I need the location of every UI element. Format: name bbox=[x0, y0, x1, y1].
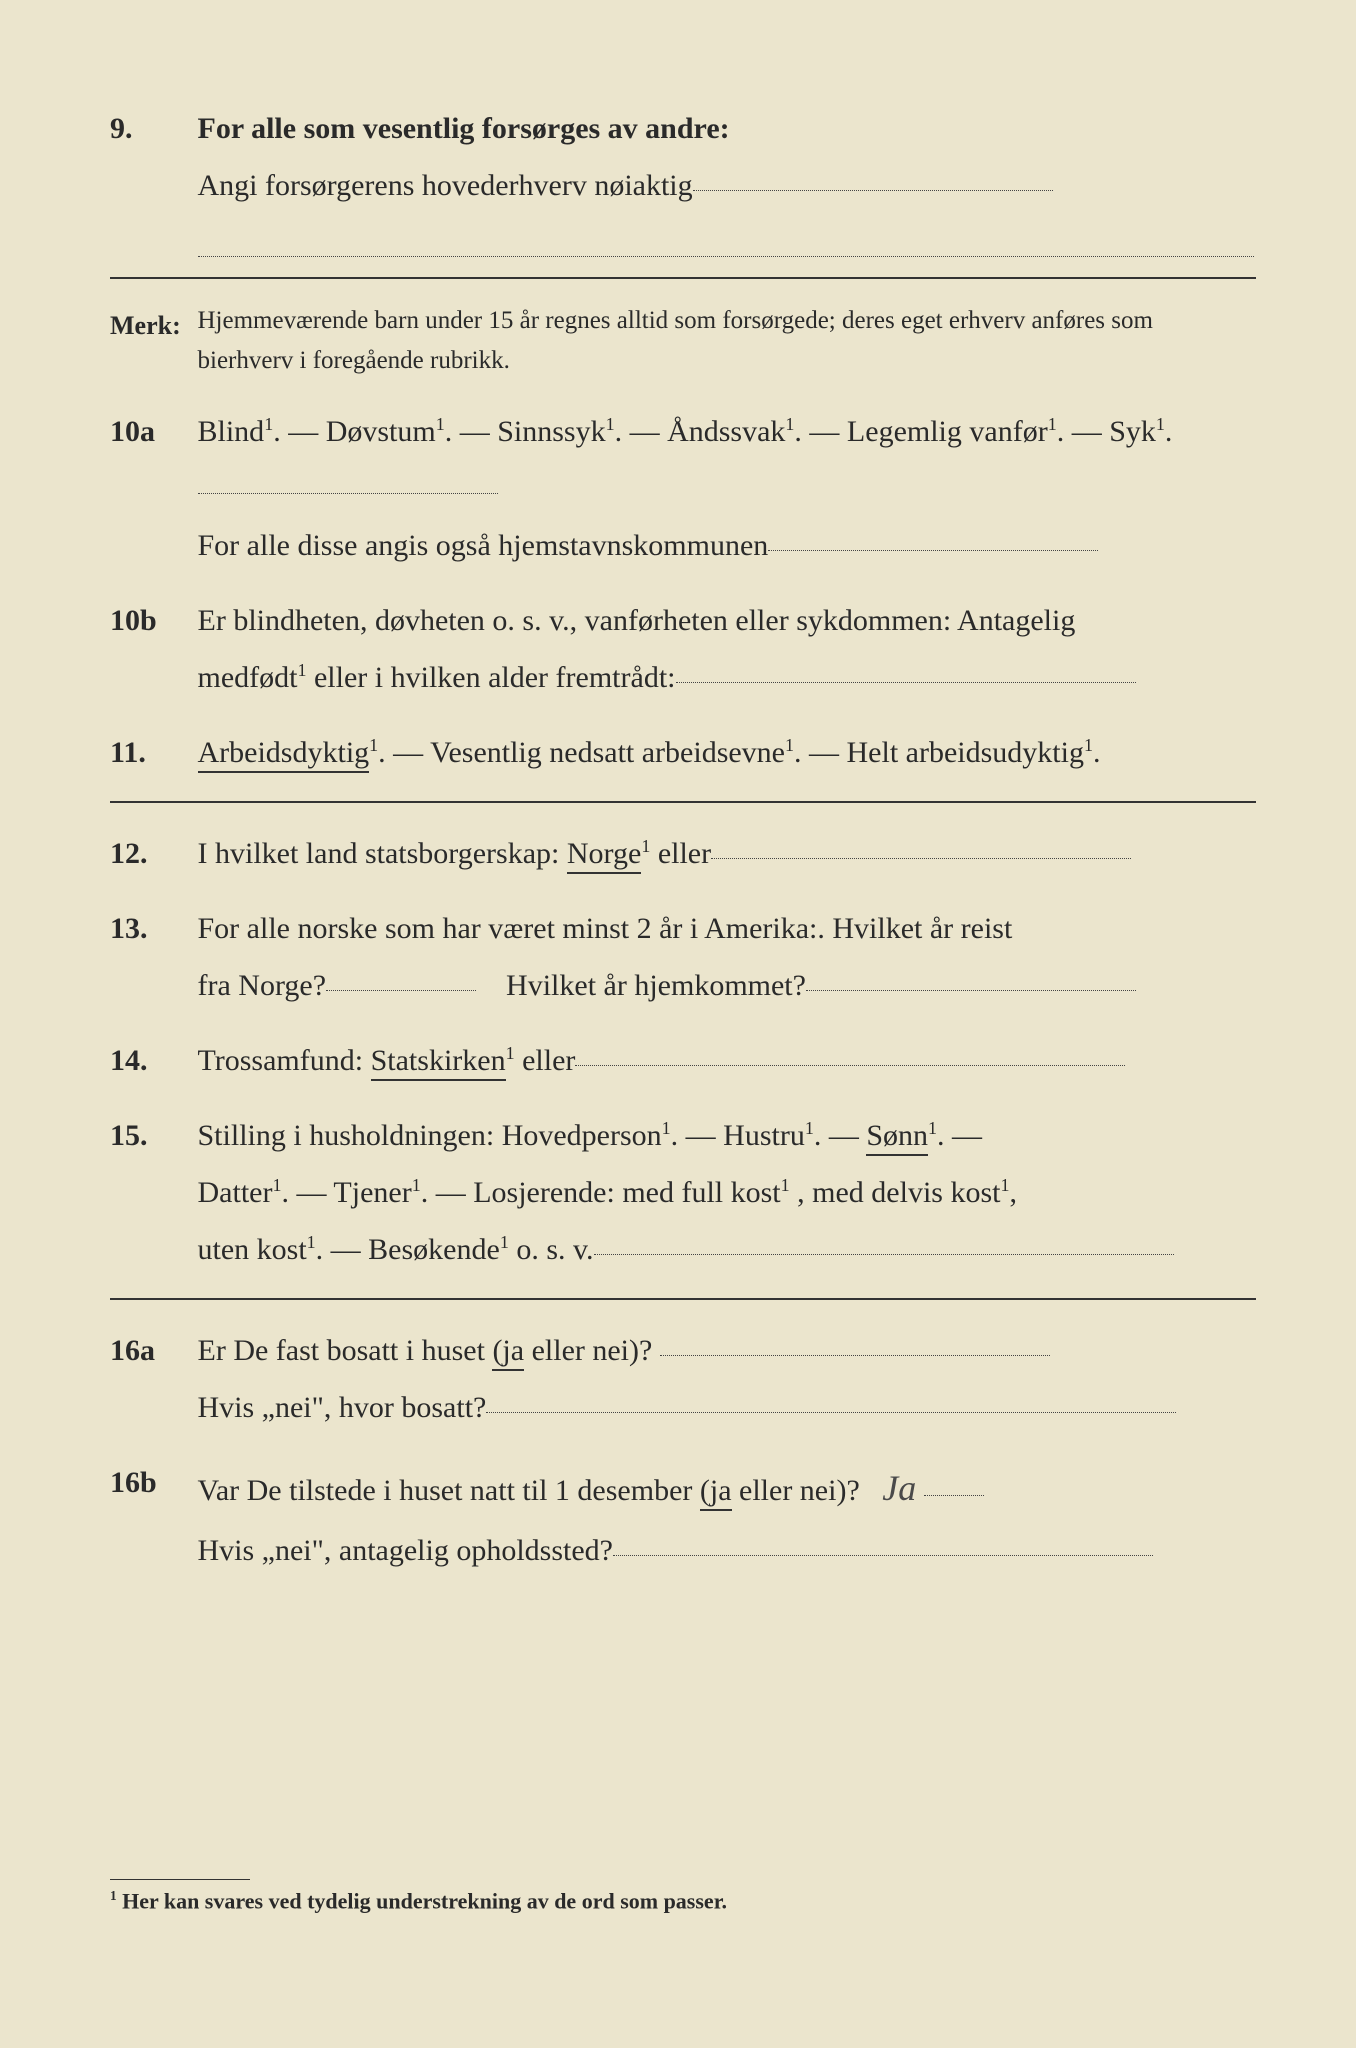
q13-blank1[interactable] bbox=[326, 990, 476, 991]
question-13: 13. For alle norske som har været minst … bbox=[110, 900, 1256, 1014]
question-15: 15. Stilling i husholdningen: Hovedperso… bbox=[110, 1107, 1256, 1278]
q9-blank2[interactable] bbox=[198, 220, 1254, 257]
question-16a: 16a Er De fast bosatt i huset (ja eller … bbox=[110, 1322, 1256, 1436]
merk-label: Merk: bbox=[110, 301, 190, 350]
q15-delvis: , med delvis kost bbox=[797, 1176, 1000, 1209]
q14-text2: eller bbox=[522, 1044, 575, 1077]
q12-number: 12. bbox=[110, 825, 190, 882]
q13-content: For alle norske som har været minst 2 år… bbox=[198, 900, 1254, 1014]
footnote: 1 Her kan svares ved tydelig understrekn… bbox=[110, 1888, 1256, 1914]
question-11: 11. Arbeidsdyktig1. — Vesentlig nedsatt … bbox=[110, 724, 1256, 781]
q13-number: 13. bbox=[110, 900, 190, 957]
q10b-blank[interactable] bbox=[676, 682, 1136, 683]
q16a-text1b: eller nei)? bbox=[532, 1334, 653, 1367]
q10a-andssvak: Åndssvak bbox=[667, 415, 785, 448]
q16b-content: Var De tilstede i huset natt til 1 desem… bbox=[198, 1454, 1254, 1579]
q10a-line3: For alle disse angis også hjemstavnskomm… bbox=[198, 529, 769, 562]
question-10b: 10b Er blindheten, døvheten o. s. v., va… bbox=[110, 592, 1256, 706]
q10a-blank2[interactable] bbox=[768, 550, 1098, 551]
q16a-content: Er De fast bosatt i huset (ja eller nei)… bbox=[198, 1322, 1254, 1436]
q12-text2: eller bbox=[658, 837, 711, 870]
q15-losj: — Losjerende: med full kost bbox=[436, 1176, 781, 1209]
q12-norge[interactable]: Norge bbox=[567, 837, 641, 874]
q9-blank1[interactable] bbox=[693, 190, 1053, 191]
q11-number: 11. bbox=[110, 724, 190, 781]
q10a-blind: Blind bbox=[198, 415, 265, 448]
q13-text1: For alle norske som har været minst 2 år… bbox=[198, 912, 1013, 945]
question-9: 9. For alle som vesentlig forsørges av a… bbox=[110, 100, 1256, 257]
q15-blank[interactable] bbox=[594, 1254, 1174, 1255]
q10b-content: Er blindheten, døvheten o. s. v., vanfør… bbox=[198, 592, 1254, 706]
rule-after-15 bbox=[110, 1298, 1256, 1300]
q14-statskirken[interactable]: Statskirken bbox=[371, 1044, 506, 1081]
q15-sonn[interactable]: Sønn bbox=[866, 1119, 928, 1156]
q10a-sinnssyk: Sinnssyk bbox=[497, 415, 605, 448]
q10a-blank1[interactable] bbox=[198, 493, 498, 494]
q10a-legemlig: Legemlig vanfør bbox=[847, 415, 1048, 448]
q16b-text1: Var De tilstede i huset natt til 1 desem… bbox=[198, 1474, 700, 1507]
footnote-rule bbox=[110, 1879, 250, 1880]
q16a-number: 16a bbox=[110, 1322, 190, 1379]
q15-datter: Datter bbox=[198, 1176, 273, 1209]
q10b-text1: Er blindheten, døvheten o. s. v., vanfør… bbox=[198, 604, 1076, 637]
q14-blank[interactable] bbox=[575, 1065, 1125, 1066]
q12-content: I hvilket land statsborgerskap: Norge1 e… bbox=[198, 825, 1254, 882]
q16b-blank1[interactable] bbox=[924, 1495, 984, 1496]
q16a-blank1[interactable] bbox=[660, 1355, 1050, 1356]
q16a-blank2[interactable] bbox=[486, 1412, 1176, 1413]
q16a-text2: Hvis „nei", hvor bosatt? bbox=[198, 1391, 487, 1424]
q9-line1: For alle som vesentlig forsørges av andr… bbox=[198, 112, 730, 145]
q10a-dovstum: Døvstum bbox=[326, 415, 436, 448]
footnote-text: Her kan svares ved tydelig understreknin… bbox=[122, 1889, 727, 1914]
merk-note: Merk: Hjemmeværende barn under 15 år reg… bbox=[110, 301, 1256, 381]
q15-besok: — Besøkende bbox=[331, 1233, 500, 1266]
q16b-text2: Hvis „nei", antagelig opholdssted? bbox=[198, 1534, 614, 1567]
q9-content: For alle som vesentlig forsørges av andr… bbox=[198, 100, 1254, 257]
q11-opt3: — Helt arbeidsudyktig bbox=[809, 736, 1084, 769]
question-10a: 10a Blind1. — Døvstum1. — Sinnssyk1. — Å… bbox=[110, 403, 1256, 574]
footnote-marker: 1 bbox=[110, 1888, 117, 1903]
q16b-ja-option[interactable]: (ja bbox=[700, 1474, 732, 1511]
q13-text2b: Hvilket år hjemkommet? bbox=[506, 969, 806, 1002]
q13-text2a: fra Norge? bbox=[198, 969, 327, 1002]
q15-text1: Stilling i husholdningen: Hovedperson bbox=[198, 1119, 662, 1152]
q11-mid: — Vesentlig nedsatt arbeidsevne bbox=[393, 736, 785, 769]
q11-opt1[interactable]: Arbeidsdyktig bbox=[198, 736, 370, 773]
q16a-ja[interactable]: (ja bbox=[492, 1334, 524, 1371]
q10a-number: 10a bbox=[110, 403, 190, 460]
q10a-syk: Syk bbox=[1109, 415, 1156, 448]
q9-line2a: Angi forsørgerens hovederhverv nøiaktig bbox=[198, 169, 693, 202]
q12-text1: I hvilket land statsborgerskap: bbox=[198, 837, 567, 870]
question-16b: 16b Var De tilstede i huset natt til 1 d… bbox=[110, 1454, 1256, 1579]
merk-text: Hjemmeværende barn under 15 år regnes al… bbox=[198, 301, 1254, 381]
q14-text1: Trossamfund: bbox=[198, 1044, 371, 1077]
q10b-text2a: medfødt bbox=[198, 661, 298, 694]
question-14: 14. Trossamfund: Statskirken1 eller bbox=[110, 1032, 1256, 1089]
q14-number: 14. bbox=[110, 1032, 190, 1089]
q16b-number: 16b bbox=[110, 1454, 190, 1511]
q15-uten: uten kost bbox=[198, 1233, 307, 1266]
q13-blank2[interactable] bbox=[806, 990, 1136, 991]
q16a-text1: Er De fast bosatt i huset bbox=[198, 1334, 493, 1367]
q15-text2: — Hustru bbox=[686, 1119, 805, 1152]
q14-content: Trossamfund: Statskirken1 eller bbox=[198, 1032, 1254, 1089]
q15-content: Stilling i husholdningen: Hovedperson1. … bbox=[198, 1107, 1254, 1278]
q15-osv: o. s. v. bbox=[516, 1233, 593, 1266]
q15-number: 15. bbox=[110, 1107, 190, 1164]
q11-content: Arbeidsdyktig1. — Vesentlig nedsatt arbe… bbox=[198, 724, 1254, 781]
rule-after-11 bbox=[110, 801, 1256, 803]
q16b-text1b: eller nei)? bbox=[739, 1474, 860, 1507]
q12-blank[interactable] bbox=[711, 858, 1131, 859]
census-form-page: 9. For alle som vesentlig forsørges av a… bbox=[0, 0, 1356, 2048]
q16b-blank2[interactable] bbox=[613, 1555, 1153, 1556]
rule-after-9 bbox=[110, 277, 1256, 279]
q9-number: 9. bbox=[110, 100, 190, 157]
q10a-content: Blind1. — Døvstum1. — Sinnssyk1. — Åndss… bbox=[198, 403, 1254, 574]
q15-tjener: — Tjener bbox=[296, 1176, 411, 1209]
q10b-number: 10b bbox=[110, 592, 190, 649]
question-12: 12. I hvilket land statsborgerskap: Norg… bbox=[110, 825, 1256, 882]
q16b-answer: Ja bbox=[882, 1468, 916, 1508]
q10b-text2b: eller i hvilken alder fremtrådt: bbox=[306, 661, 675, 694]
